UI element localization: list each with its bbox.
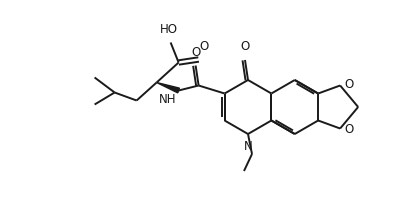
Text: N: N (244, 140, 253, 153)
Text: O: O (240, 40, 250, 53)
Text: O: O (200, 40, 209, 52)
Text: HO: HO (160, 22, 178, 36)
Text: O: O (191, 46, 200, 58)
Polygon shape (156, 83, 179, 93)
Text: O: O (344, 78, 354, 91)
Text: O: O (344, 123, 354, 136)
Text: NH: NH (159, 92, 177, 106)
